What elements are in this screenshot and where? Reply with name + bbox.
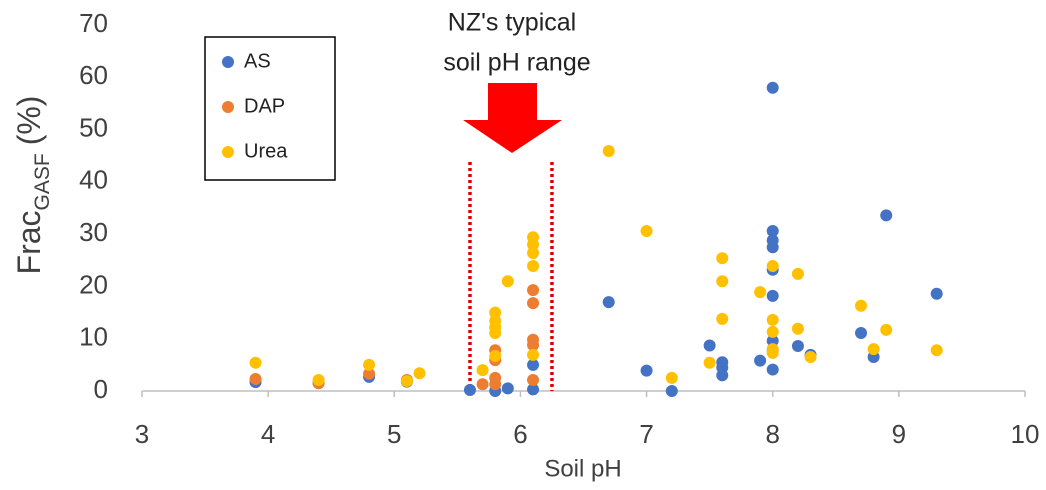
point	[804, 351, 817, 364]
x-tick-label: 5	[387, 419, 401, 449]
annotation: NZ's typical	[448, 9, 576, 37]
point	[527, 338, 540, 351]
point	[527, 374, 540, 387]
y-tick-label: 40	[79, 165, 108, 195]
point	[930, 344, 943, 357]
x-axis-title: Soil pH	[544, 455, 621, 482]
point	[754, 286, 767, 299]
point	[766, 225, 779, 238]
point	[880, 323, 893, 336]
point	[489, 349, 502, 362]
point	[716, 369, 729, 382]
point	[363, 358, 376, 371]
point	[489, 326, 502, 339]
x-tick-label: 10	[1011, 419, 1040, 449]
point	[754, 354, 767, 367]
y-tick-label: 70	[79, 8, 108, 38]
y-tick-label: 30	[79, 217, 108, 247]
y-axis-title: FracGASF (%)	[11, 96, 54, 275]
y-axis-title-unit: (%)	[11, 96, 47, 146]
point	[665, 371, 678, 384]
legend-marker	[222, 56, 234, 68]
point	[527, 284, 540, 297]
y-axis-title-main: Frac	[11, 210, 47, 274]
point	[766, 325, 779, 338]
point	[527, 238, 540, 251]
point	[476, 378, 489, 391]
point	[249, 372, 262, 385]
legend-marker	[222, 146, 234, 158]
point	[602, 296, 615, 309]
legend-marker	[222, 101, 234, 113]
point	[716, 312, 729, 325]
arrow	[463, 83, 562, 153]
point	[527, 297, 540, 310]
y-tick-label: 50	[79, 112, 108, 142]
point	[640, 364, 653, 377]
point	[766, 260, 779, 273]
point	[527, 246, 540, 259]
y-tick-label: 0	[94, 374, 108, 404]
point	[527, 260, 540, 273]
point	[766, 334, 779, 347]
point	[489, 378, 502, 391]
point	[716, 252, 729, 265]
y-tick-label: 20	[79, 269, 108, 299]
point	[400, 375, 413, 388]
x-tick-label: 9	[892, 419, 906, 449]
point	[867, 343, 880, 356]
y-tick-label: 10	[79, 322, 108, 352]
point	[413, 367, 426, 380]
legend-label: DAP	[244, 95, 285, 117]
point	[855, 299, 868, 312]
point	[527, 358, 540, 371]
legend-label: Urea	[244, 140, 288, 162]
point	[930, 287, 943, 300]
point	[880, 209, 893, 222]
point	[791, 267, 804, 280]
point	[766, 363, 779, 376]
legend-label: AS	[244, 50, 271, 72]
point	[766, 289, 779, 302]
point	[527, 348, 540, 361]
point	[602, 145, 615, 158]
y-tick-label: 60	[79, 60, 108, 90]
point	[766, 346, 779, 359]
point	[501, 275, 514, 288]
x-tick-label: 6	[513, 419, 527, 449]
y-axis-title-sub: GASF	[31, 153, 54, 210]
point	[312, 374, 325, 387]
point	[501, 382, 514, 395]
point	[249, 356, 262, 369]
point	[716, 275, 729, 288]
point	[476, 364, 489, 377]
point	[791, 322, 804, 335]
annotation: soil pH range	[443, 49, 590, 77]
x-tick-label: 4	[261, 419, 275, 449]
point	[489, 306, 502, 319]
point	[463, 383, 476, 396]
point	[791, 340, 804, 353]
point	[766, 81, 779, 94]
point	[766, 241, 779, 254]
point	[855, 326, 868, 339]
point	[703, 356, 716, 369]
x-tick-label: 7	[639, 419, 653, 449]
point	[363, 367, 376, 380]
point	[703, 339, 716, 352]
point	[640, 225, 653, 238]
x-tick-label: 3	[135, 419, 149, 449]
point	[527, 383, 540, 396]
point	[665, 385, 678, 397]
point	[766, 313, 779, 326]
x-tick-label: 8	[765, 419, 779, 449]
